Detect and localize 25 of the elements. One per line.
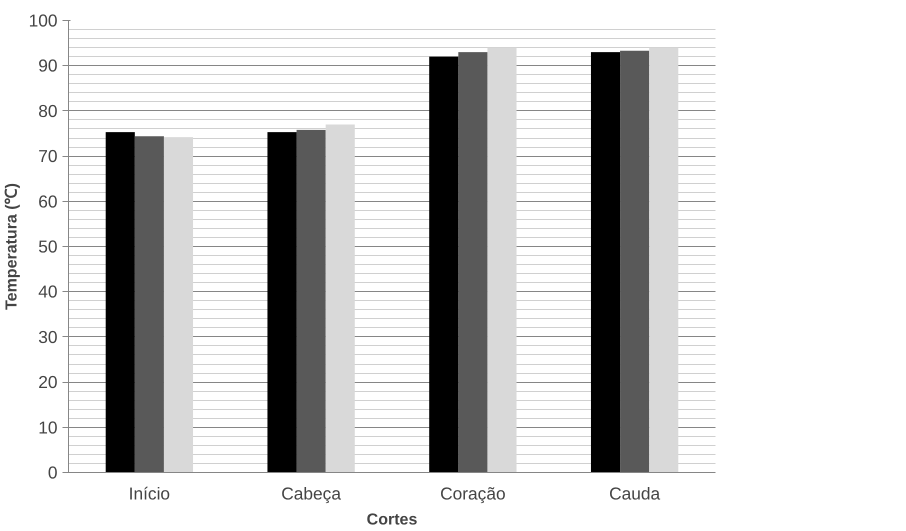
y-tick-label: 30 <box>38 326 58 347</box>
y-tick-label: 90 <box>38 56 58 76</box>
x-tick-label: Coração <box>440 484 506 504</box>
x-tick-label: Cauda <box>609 484 661 504</box>
y-tick-label: 10 <box>38 417 58 438</box>
y-tick-label: 60 <box>38 191 58 212</box>
y-axis-title: Temperatura (℃) <box>4 183 21 310</box>
y-tick-label: 70 <box>38 146 58 166</box>
y-tick-label: 100 <box>28 10 58 30</box>
bar <box>590 52 620 472</box>
bar <box>106 132 135 472</box>
bar <box>429 56 458 472</box>
y-tick-label: 20 <box>38 372 58 392</box>
y-tick-label: 50 <box>38 236 58 256</box>
bar <box>134 136 164 472</box>
bar <box>620 50 650 472</box>
bar <box>458 52 488 472</box>
x-tick-label: Cabeça <box>281 484 342 504</box>
bar <box>267 132 297 472</box>
bar <box>296 130 326 472</box>
y-tick-label: 80 <box>38 100 58 121</box>
x-tick-label: Início <box>128 484 170 504</box>
y-tick-label: 0 <box>48 462 58 482</box>
y-tick-label: 40 <box>38 282 58 302</box>
x-axis-title: Cortes <box>366 512 418 528</box>
